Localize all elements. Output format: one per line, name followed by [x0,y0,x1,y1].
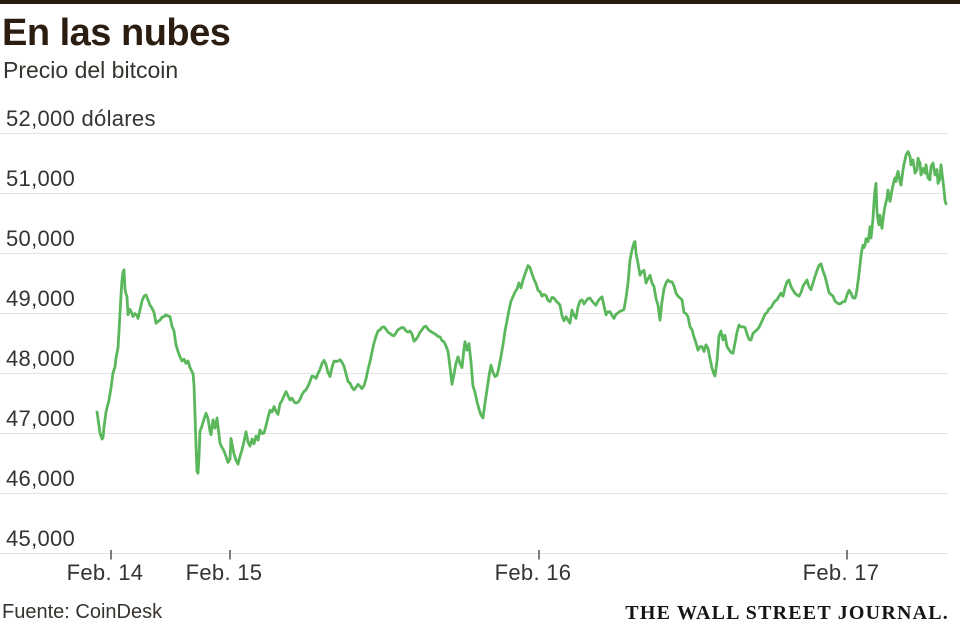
top-rule-bar [0,0,960,4]
chart-subtitle: Precio del bitcoin [3,57,179,83]
source-note: Fuente: CoinDesk [2,601,163,623]
page-title: En las nubes [2,12,231,54]
wsj-logo: THE WALL STREET JOURNAL. [625,602,949,624]
price-line [95,150,948,475]
